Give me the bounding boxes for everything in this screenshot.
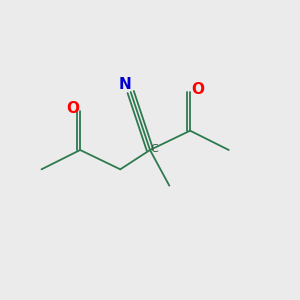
Text: C: C (151, 143, 158, 154)
Text: O: O (66, 101, 79, 116)
Text: O: O (191, 82, 204, 97)
Text: N: N (118, 77, 131, 92)
